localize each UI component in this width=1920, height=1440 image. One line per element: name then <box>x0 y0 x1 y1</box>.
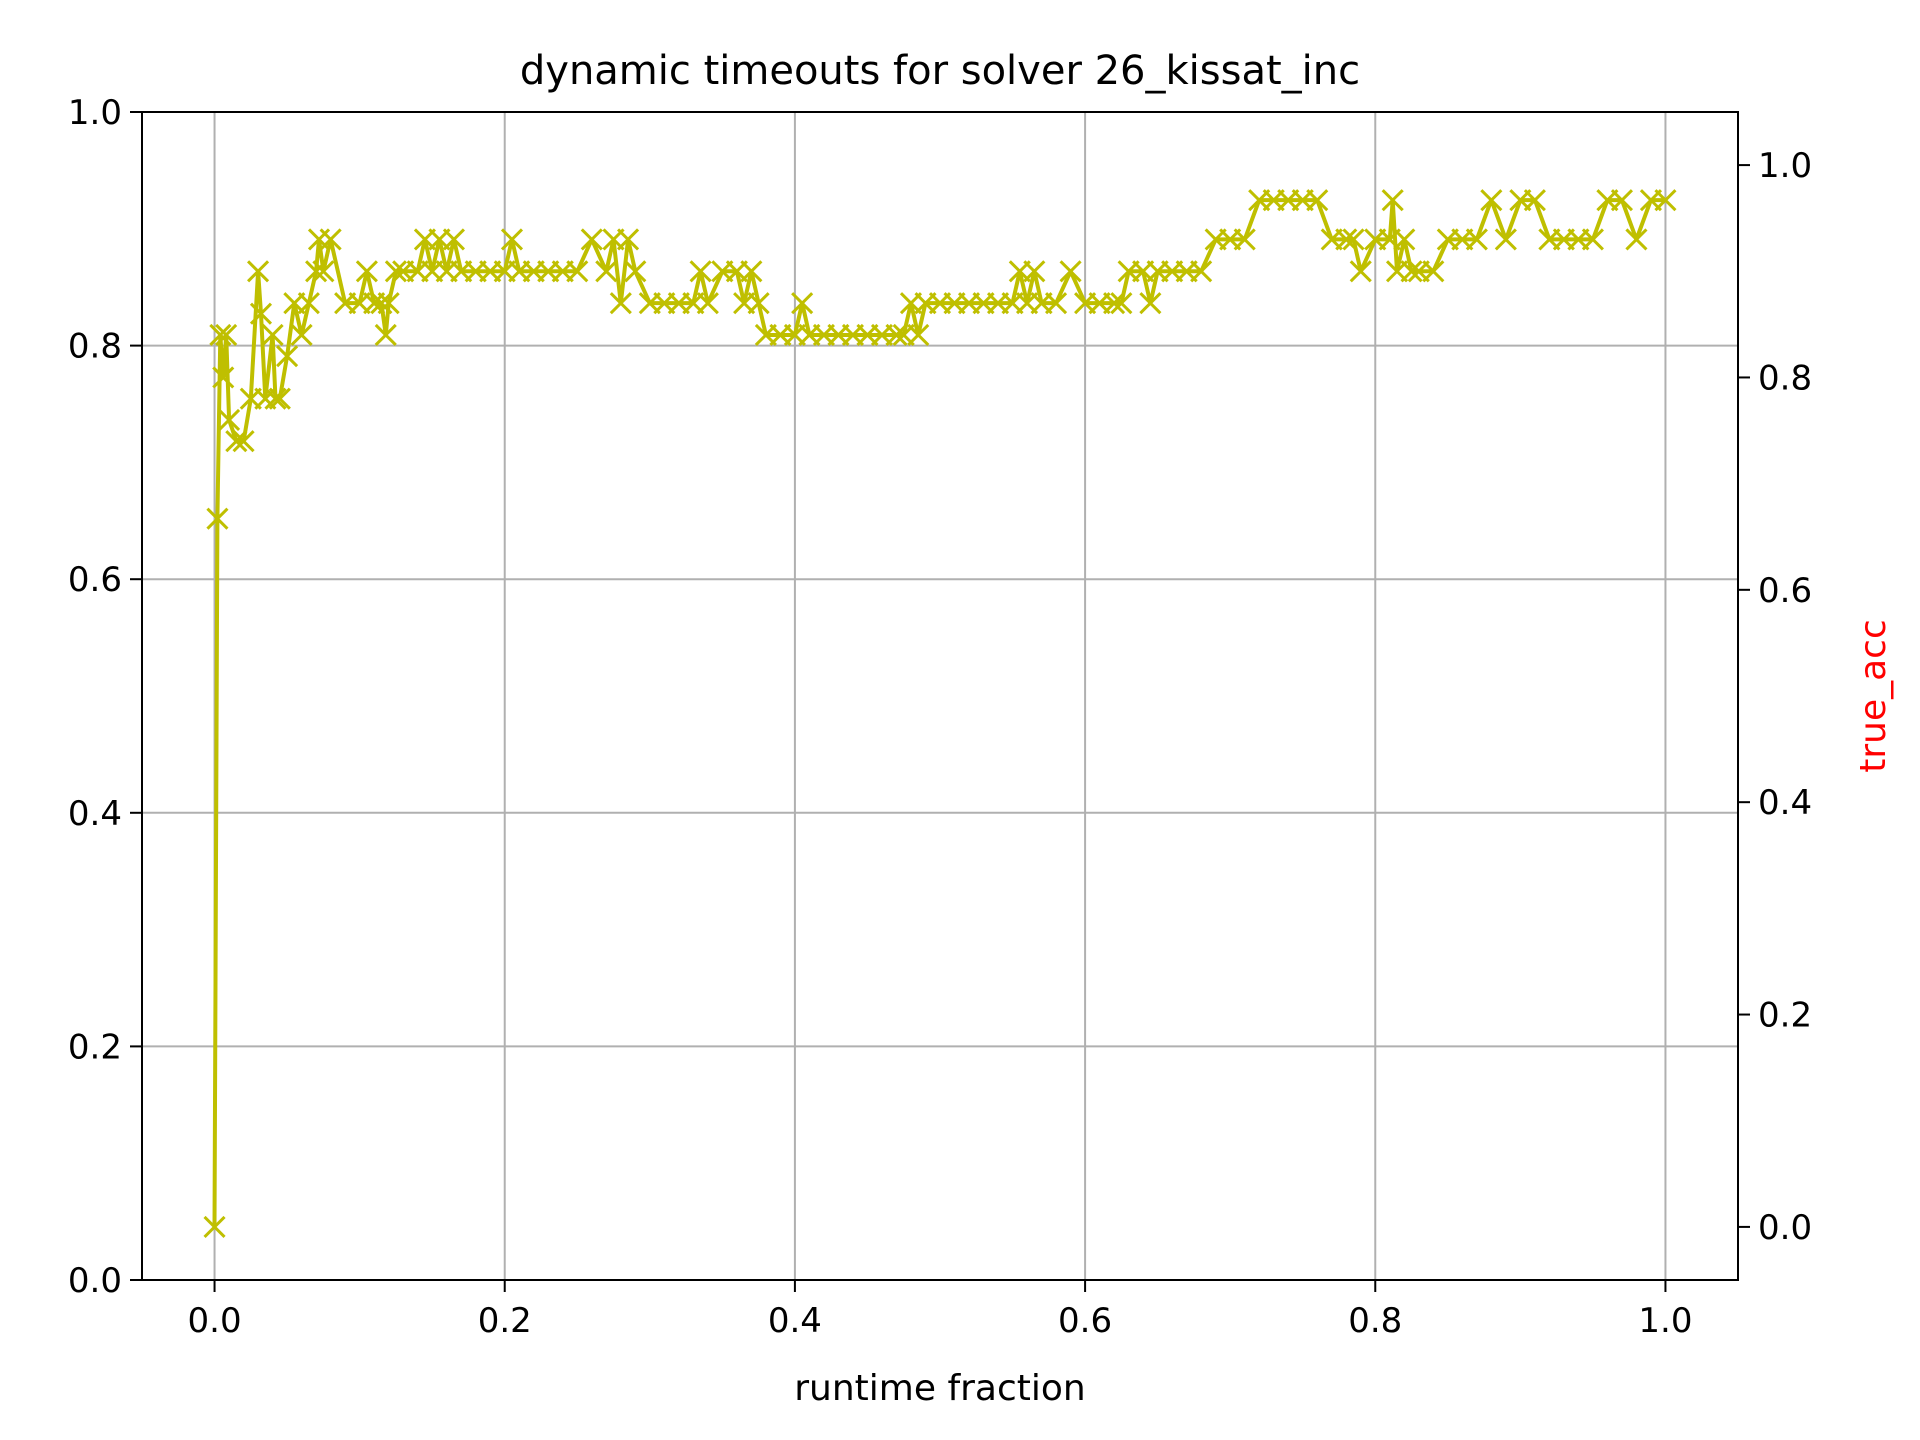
data-point <box>1465 228 1488 251</box>
y2-tick-label: 0.2 <box>1758 996 1812 1036</box>
data-point <box>276 345 299 368</box>
data-point <box>1610 189 1633 212</box>
data-point <box>689 260 712 283</box>
data-point <box>384 260 407 283</box>
data-point <box>264 387 287 410</box>
y2-axis-label: true_acc <box>1853 619 1894 773</box>
data-point <box>206 507 229 530</box>
data-point <box>1654 189 1677 212</box>
data-point <box>370 292 393 315</box>
data-point <box>885 323 908 347</box>
data-point <box>1625 228 1648 251</box>
data-point <box>232 430 255 453</box>
data-point <box>1480 189 1503 212</box>
x-tick-label: 0.4 <box>768 1301 822 1341</box>
series-layer <box>203 189 1677 1238</box>
x-axis-label: runtime fraction <box>794 1368 1086 1409</box>
data-point <box>740 260 763 283</box>
data-point <box>1523 189 1546 212</box>
data-point <box>319 228 342 251</box>
data-point <box>1422 260 1445 283</box>
data-point <box>1393 228 1416 251</box>
data-point <box>1400 260 1423 283</box>
y-tick-label: 1.0 <box>68 93 122 133</box>
y-tick-label: 0.2 <box>68 1027 122 1067</box>
data-point <box>305 260 328 283</box>
data-point <box>566 260 589 283</box>
data-point <box>442 228 466 251</box>
data-point <box>217 408 241 431</box>
data-point <box>1233 228 1256 251</box>
data-point <box>1349 260 1372 283</box>
data-point <box>1110 292 1133 315</box>
y-tick-label: 0.8 <box>68 327 122 367</box>
data-point <box>203 1215 226 1238</box>
data-point <box>1335 228 1358 251</box>
y2-tick-label: 0.4 <box>1758 783 1812 823</box>
data-point <box>225 430 248 453</box>
data-point <box>1342 228 1365 251</box>
data-point <box>209 323 232 347</box>
data-point <box>290 323 313 347</box>
data-point <box>747 292 770 315</box>
data-point <box>1103 292 1126 315</box>
data-point <box>1045 292 1068 315</box>
data-point <box>624 260 647 283</box>
data-point <box>1494 228 1517 251</box>
data-point <box>595 260 618 283</box>
data-point <box>791 292 814 315</box>
x-tick-label: 0.2 <box>478 1301 532 1341</box>
data-point <box>247 260 270 283</box>
plot-frame <box>141 111 1739 1281</box>
data-point <box>261 323 284 347</box>
data-point <box>1581 228 1604 251</box>
chart-title: dynamic timeouts for solver 26_kissat_in… <box>520 48 1360 94</box>
y2-tick-label: 0.0 <box>1758 1208 1812 1248</box>
data-point <box>1023 260 1046 283</box>
data-point <box>1381 189 1404 212</box>
data-point <box>609 292 632 315</box>
data-point <box>268 387 291 410</box>
data-point <box>907 323 930 347</box>
data-point <box>215 323 238 347</box>
y-tick-label: 0.0 <box>68 1261 122 1301</box>
x-tick-label: 0.8 <box>1348 1301 1402 1341</box>
y-tick-label: 0.6 <box>68 560 122 600</box>
data-point <box>580 228 603 251</box>
data-point <box>616 228 640 251</box>
data-point <box>1190 260 1213 283</box>
data-point <box>1059 260 1082 283</box>
y2-tick-label: 0.6 <box>1758 571 1812 611</box>
data-point <box>1139 292 1162 315</box>
data-point <box>374 323 397 347</box>
data-point <box>312 260 335 283</box>
data-point <box>355 260 378 283</box>
x-tick-label: 1.0 <box>1638 1301 1692 1341</box>
data-point <box>212 366 235 389</box>
data-point <box>249 302 273 325</box>
x-tick-label: 0.6 <box>1058 1301 1112 1341</box>
x-tick-label: 0.0 <box>188 1301 242 1341</box>
data-point <box>377 292 400 315</box>
y2-tick-label: 1.0 <box>1758 146 1812 186</box>
data-point <box>696 292 719 315</box>
data-point <box>297 292 320 315</box>
y-tick-label: 0.4 <box>68 794 122 834</box>
data-point <box>1306 189 1329 212</box>
data-point <box>500 228 524 251</box>
ticks: 0.0 0.2 0.4 0.6 0.8 1.0 0.0 0.2 0.4 0.6 0.8 1.0 0.0 0… <box>68 93 1812 1341</box>
y2-tick-label: 0.8 <box>1758 358 1812 398</box>
